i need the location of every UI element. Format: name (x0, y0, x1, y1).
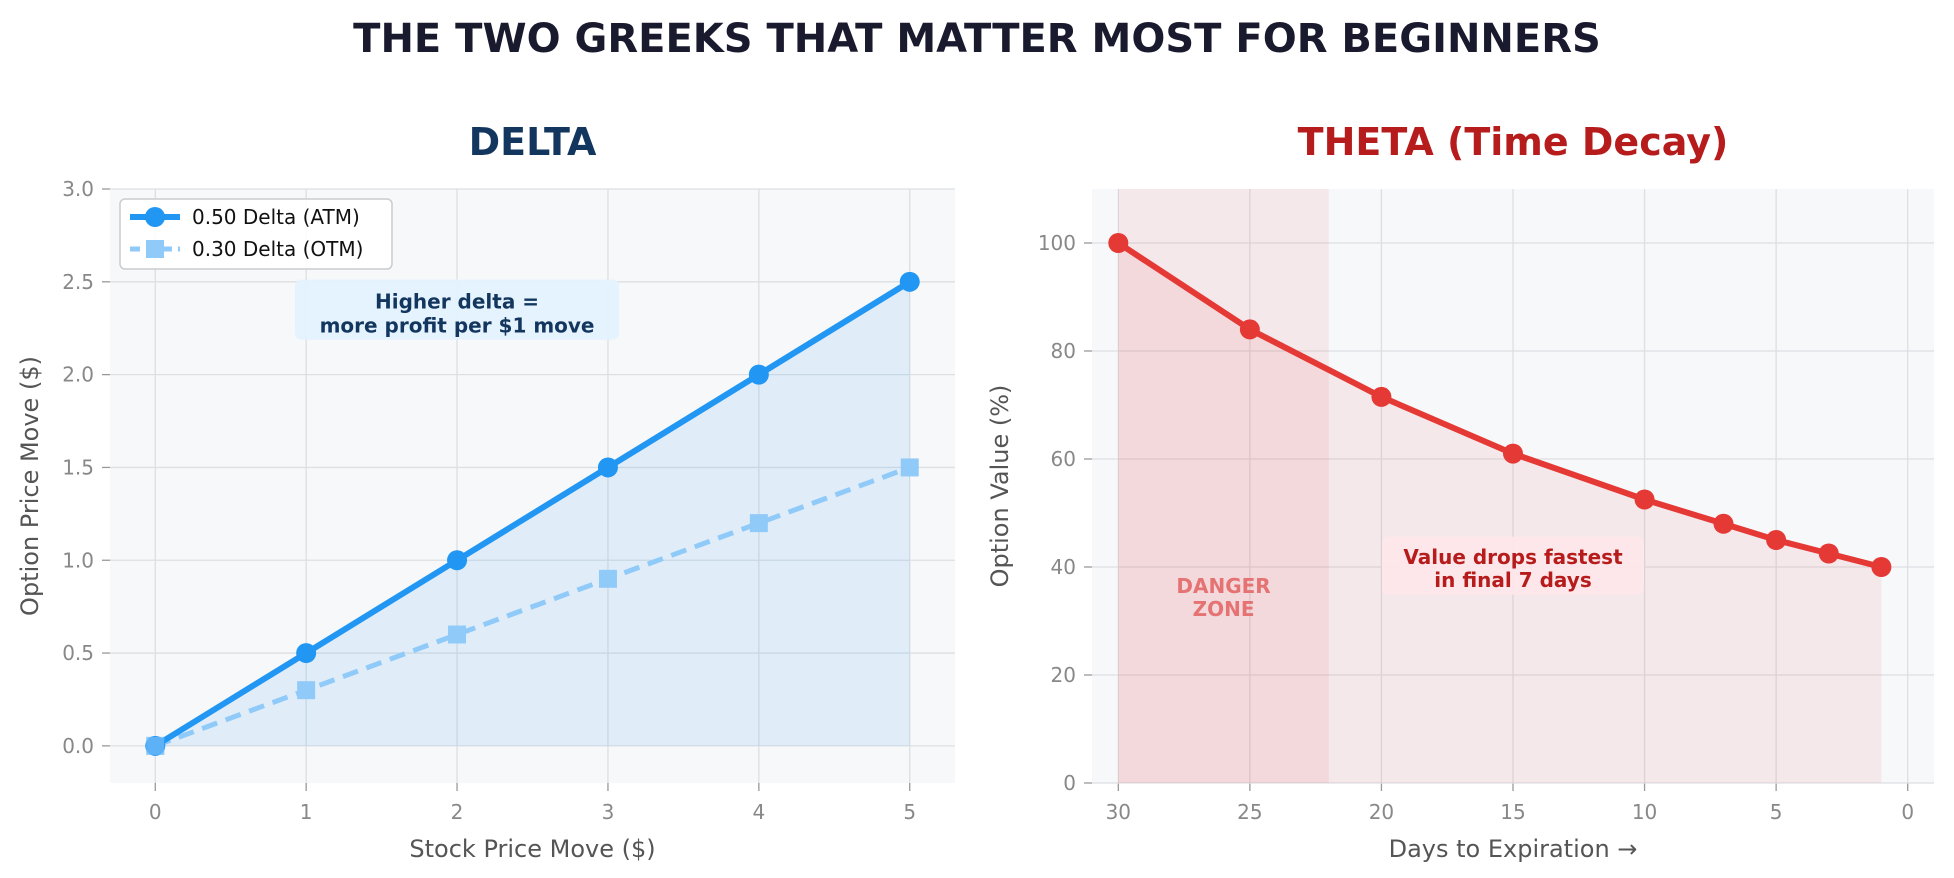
delta-y-tick-label: 1.0 (62, 548, 94, 572)
theta-x-tick-label: 5 (1770, 800, 1783, 824)
delta-legend-atm-label: 0.50 Delta (ATM) (192, 205, 360, 229)
theta-point (1634, 489, 1655, 510)
delta-otm-point (297, 681, 316, 700)
delta-annotation-line-2: more profit per $1 move (320, 314, 595, 338)
theta-annotation-line-2: in final 7 days (1434, 568, 1591, 592)
delta-otm-point (900, 458, 919, 477)
delta-y-tick-label: 0.0 (62, 734, 94, 758)
delta-atm-point (899, 271, 920, 292)
theta-point (1503, 443, 1523, 464)
theta-x-tick-label: 15 (1500, 800, 1525, 824)
delta-legend-atm-marker (145, 207, 165, 227)
theta-y-tick-label: 80 (1051, 339, 1076, 363)
delta-legend: 0.50 Delta (ATM) 0.30 Delta (OTM) (119, 198, 393, 270)
theta-point (1818, 543, 1839, 564)
delta-atm-point (597, 457, 618, 478)
delta-x-tick-label: 0 (149, 800, 162, 824)
theta-y-tick-label: 20 (1051, 663, 1076, 687)
theta-x-tick-label: 20 (1369, 800, 1394, 824)
delta-atm-point (296, 643, 317, 664)
theta-danger-label-line-1: DANGER (1176, 574, 1270, 598)
delta-x-tick-label: 2 (451, 800, 464, 824)
delta-atm-point (447, 550, 468, 571)
theta-x-tick-label: 30 (1106, 800, 1131, 824)
theta-point (1871, 557, 1892, 577)
delta-otm-point-origin (146, 736, 165, 755)
delta-annotation-box (295, 279, 620, 340)
figure-title: THE TWO GREEKS THAT MATTER MOST FOR BEGI… (353, 16, 1601, 62)
delta-x-tick-label: 3 (602, 800, 615, 824)
delta-plot-area: 0 1 2 3 4 5 0.0 0.5 1.0 1.5 2.0 2.5 3.0 Higher delta … (62, 177, 955, 824)
delta-x-tick-label: 4 (752, 800, 765, 824)
theta-y-axis-label: Option Value (%) (986, 385, 1014, 588)
theta-x-tick-label: 0 (1901, 800, 1914, 824)
delta-atm-line (153, 279, 912, 749)
theta-x-tick-label: 10 (1632, 800, 1657, 824)
theta-x-axis-label: Days to Expiration → (1389, 835, 1638, 863)
delta-atm-point (748, 364, 769, 385)
delta-otm-point (448, 625, 467, 644)
theta-point (1239, 319, 1260, 340)
theta-point (1713, 513, 1734, 534)
theta-point (1766, 530, 1787, 550)
theta-y-tick-label: 0 (1063, 771, 1076, 795)
delta-x-tick-label: 5 (903, 800, 916, 824)
theta-danger-zone (1118, 189, 1329, 783)
delta-y-tick-label: 2.5 (62, 270, 94, 294)
theta-y-tick-label: 100 (1038, 231, 1076, 255)
delta-legend-otm-marker (146, 240, 164, 258)
delta-y-tick-label: 1.5 (62, 455, 94, 479)
theta-title: THETA (Time Decay) (1298, 120, 1729, 164)
theta-danger-label-line-2: ZONE (1193, 597, 1255, 621)
theta-point (1371, 386, 1392, 407)
theta-x-tick-label: 25 (1237, 800, 1262, 824)
delta-y-tick-label: 3.0 (62, 177, 94, 201)
delta-otm-line (154, 465, 911, 749)
delta-y-tick-label: 0.5 (62, 641, 94, 665)
theta-fill (1118, 243, 1882, 783)
theta-chart: THETA (Time Decay) Days to Expiration → Op… (986, 120, 1934, 863)
delta-y-axis-label: Option Price Move ($) (16, 356, 44, 616)
theta-annotation-line-1: Value drops fastest (1403, 545, 1623, 569)
theta-point (1108, 233, 1129, 253)
delta-title: DELTA (469, 120, 597, 164)
delta-x-tick-label: 1 (300, 800, 313, 824)
delta-legend-box (119, 198, 393, 270)
delta-otm-point (749, 514, 768, 533)
delta-x-axis-label: Stock Price Move ($) (409, 835, 655, 863)
theta-annotation-box (1382, 536, 1644, 595)
delta-annotation-line-1: Higher delta = (375, 290, 539, 314)
delta-otm-point (598, 569, 617, 588)
delta-legend-otm-label: 0.30 Delta (OTM) (192, 237, 363, 261)
delta-y-tick-label: 2.0 (62, 363, 94, 387)
theta-y-tick-label: 40 (1051, 555, 1076, 579)
delta-chart: DELTA Stock Price Move ($) Option Price Mo… (16, 120, 955, 863)
theta-y-tick-label: 60 (1051, 447, 1076, 471)
